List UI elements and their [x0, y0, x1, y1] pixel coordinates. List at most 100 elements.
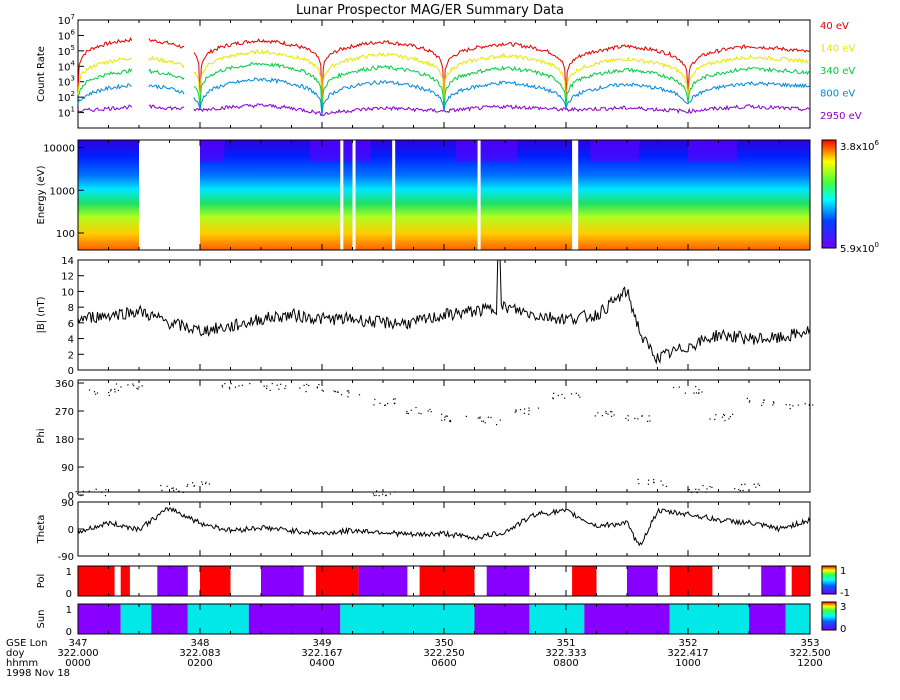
phi-point [420, 413, 422, 415]
count-rate-series-line [77, 103, 811, 117]
count-rate-series-line [77, 62, 811, 114]
phi-point [285, 385, 287, 387]
phi-point [114, 388, 116, 390]
phi-point [221, 384, 223, 387]
polarity-segment [78, 566, 115, 596]
x-tick-label: 322.167 [301, 648, 342, 659]
phi-point [808, 403, 810, 406]
phi-point [772, 404, 774, 406]
spectrogram-feature [688, 140, 737, 162]
phi-point [638, 483, 640, 485]
phi-point [552, 398, 554, 400]
phi-point [278, 388, 280, 390]
phi-point [653, 479, 655, 481]
phi-point [594, 415, 596, 417]
sun-segment [749, 604, 786, 634]
phi-point [192, 482, 194, 484]
phi-point [698, 389, 700, 391]
y-tick-label: 14 [61, 256, 74, 267]
phi-point [723, 413, 725, 416]
phi-point [611, 415, 613, 417]
phi-point [358, 394, 361, 396]
phi-point [427, 410, 429, 412]
phi-point [524, 408, 526, 410]
phi-point [605, 412, 607, 414]
phi-point [514, 411, 516, 413]
x-axis-date: 1998 Nov 18 [6, 668, 70, 679]
phi-point [77, 493, 79, 495]
phi-point [724, 420, 726, 422]
phi-point [698, 489, 700, 491]
phi-point [266, 387, 268, 390]
phi-point [607, 413, 609, 415]
phi-point [482, 420, 485, 422]
phi-point [110, 390, 112, 392]
phi-point [757, 483, 759, 485]
phi-point [77, 492, 79, 494]
phi-point [382, 493, 384, 495]
x-tick-label: 0000 [65, 658, 90, 669]
phi-point [394, 491, 396, 493]
data-gap [139, 140, 200, 250]
phi-point [648, 479, 650, 481]
colorbar-min-label: 0 [840, 624, 846, 635]
phi-point [171, 487, 173, 489]
phi-point [177, 491, 180, 493]
phi-point [133, 385, 135, 387]
colorbar-max-label: 3 [840, 602, 846, 613]
y-axis-label: Sun [36, 609, 47, 628]
phi-point [88, 389, 91, 391]
x-tick-label: 0400 [309, 658, 334, 669]
polarity-segment [486, 566, 530, 596]
phi-point [804, 403, 806, 405]
phi-point [753, 483, 755, 485]
sun-colorbar [821, 601, 837, 631]
phi-point [763, 399, 765, 401]
count-rate-series-line [77, 49, 811, 113]
phi-point [385, 494, 387, 496]
spectrogram-feature [590, 140, 640, 162]
data-gap [392, 140, 396, 250]
count-rate-series-line [77, 77, 811, 116]
phi-point [303, 384, 305, 386]
data-gap [352, 140, 356, 250]
y-tick-label: 101 [58, 106, 75, 120]
phi-point [611, 411, 613, 413]
phi-point [729, 416, 731, 418]
phi-point [393, 398, 395, 400]
phi-frame [77, 379, 811, 493]
phi-point [641, 415, 643, 417]
x-tick-label: 347 [68, 638, 87, 649]
phi-point [95, 393, 97, 395]
x-tick-label: 322.500 [789, 648, 830, 659]
y-tick-label: 10000 [43, 144, 75, 155]
phi-point [515, 410, 517, 412]
phi-point [115, 383, 118, 385]
phi-point [698, 392, 700, 394]
phi-point [374, 398, 376, 401]
phi-point [418, 412, 420, 414]
y-tick-label: 103 [58, 75, 75, 89]
phi-point [186, 485, 188, 487]
phi-point [702, 485, 704, 487]
x-axis-row-label: GSE Lon [6, 638, 47, 649]
phi-point [499, 419, 501, 421]
phi-point [108, 391, 110, 394]
phi-point [333, 390, 335, 392]
phi-point [136, 387, 138, 389]
phi-point [415, 406, 417, 409]
polarity-segment [315, 566, 359, 596]
legend-entry: 140 eV [820, 44, 855, 55]
y-tick-label: 105 [58, 44, 75, 58]
colorbar-max-label: 1 [840, 566, 846, 577]
phi-point [441, 413, 443, 415]
sun-segment [248, 604, 341, 634]
y-tick-label: 102 [58, 90, 75, 104]
x-tick-label: 352 [678, 638, 697, 649]
phi-point [322, 390, 324, 392]
data-gap [572, 140, 579, 250]
phi-point [519, 409, 522, 411]
y-tick-label: 0 [66, 627, 72, 638]
phi-point [201, 483, 204, 485]
spectrogram-feature [456, 140, 518, 162]
